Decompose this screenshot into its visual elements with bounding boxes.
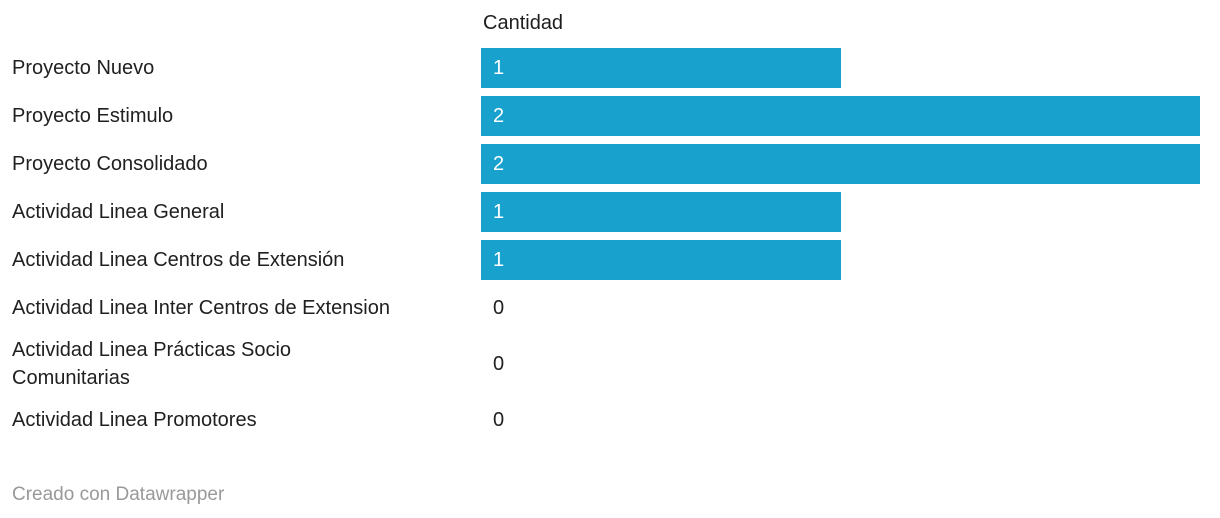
header-track: Cantidad <box>481 12 563 34</box>
category-label: Proyecto Nuevo <box>12 57 155 79</box>
category-label: Proyecto Consolidado <box>12 153 208 175</box>
chart-header: Cantidad <box>0 0 1220 44</box>
bar-track: 1 <box>481 236 1200 284</box>
category-label: Actividad Linea Inter Centros de Extensi… <box>12 297 390 319</box>
category-label: Actividad Linea Prácticas Socio Comunita… <box>12 339 292 389</box>
category-label: Proyecto Estimulo <box>12 105 174 127</box>
value-label: 1 <box>493 249 505 271</box>
bar <box>481 144 1200 184</box>
chart-row: Actividad Linea General 1 <box>0 188 1220 236</box>
attribution-text: Creado con Datawrapper <box>12 484 225 505</box>
chart-rows: Proyecto Nuevo 1 Proyecto Estimulo 2 Pro… <box>0 44 1220 444</box>
bar-track: 0 <box>481 284 1200 332</box>
value-label: 0 <box>493 297 505 319</box>
bar <box>481 48 841 88</box>
bar-track: 1 <box>481 44 1200 92</box>
chart-row: Proyecto Consolidado 2 <box>0 140 1220 188</box>
chart-row: Proyecto Nuevo 1 <box>0 44 1220 92</box>
value-label: 2 <box>493 105 505 127</box>
value-label: 0 <box>493 409 505 431</box>
bar-track: 0 <box>481 396 1200 444</box>
value-label: 2 <box>493 153 505 175</box>
category-label: Actividad Linea Promotores <box>12 409 257 431</box>
bar-track: 2 <box>481 92 1200 140</box>
value-label: 0 <box>493 353 505 375</box>
value-label: 1 <box>493 57 505 79</box>
chart-row: Actividad Linea Inter Centros de Extensi… <box>0 284 1220 332</box>
column-header: Cantidad <box>483 12 564 34</box>
bar-track: 0 <box>481 332 1200 396</box>
bar-track: 1 <box>481 188 1200 236</box>
bar <box>481 192 841 232</box>
attribution: Creado con Datawrapper <box>12 484 224 506</box>
chart-row: Actividad Linea Centros de Extensión 1 <box>0 236 1220 284</box>
chart-row: Proyecto Estimulo 2 <box>0 92 1220 140</box>
value-label: 1 <box>493 201 505 223</box>
category-label: Actividad Linea General <box>12 201 225 223</box>
bar-track: 2 <box>481 140 1200 188</box>
bar <box>481 240 841 280</box>
bar <box>481 96 1200 136</box>
chart-row: Actividad Linea Prácticas Socio Comunita… <box>0 332 1220 396</box>
chart-row: Actividad Linea Promotores 0 <box>0 396 1220 444</box>
category-label: Actividad Linea Centros de Extensión <box>12 249 345 271</box>
